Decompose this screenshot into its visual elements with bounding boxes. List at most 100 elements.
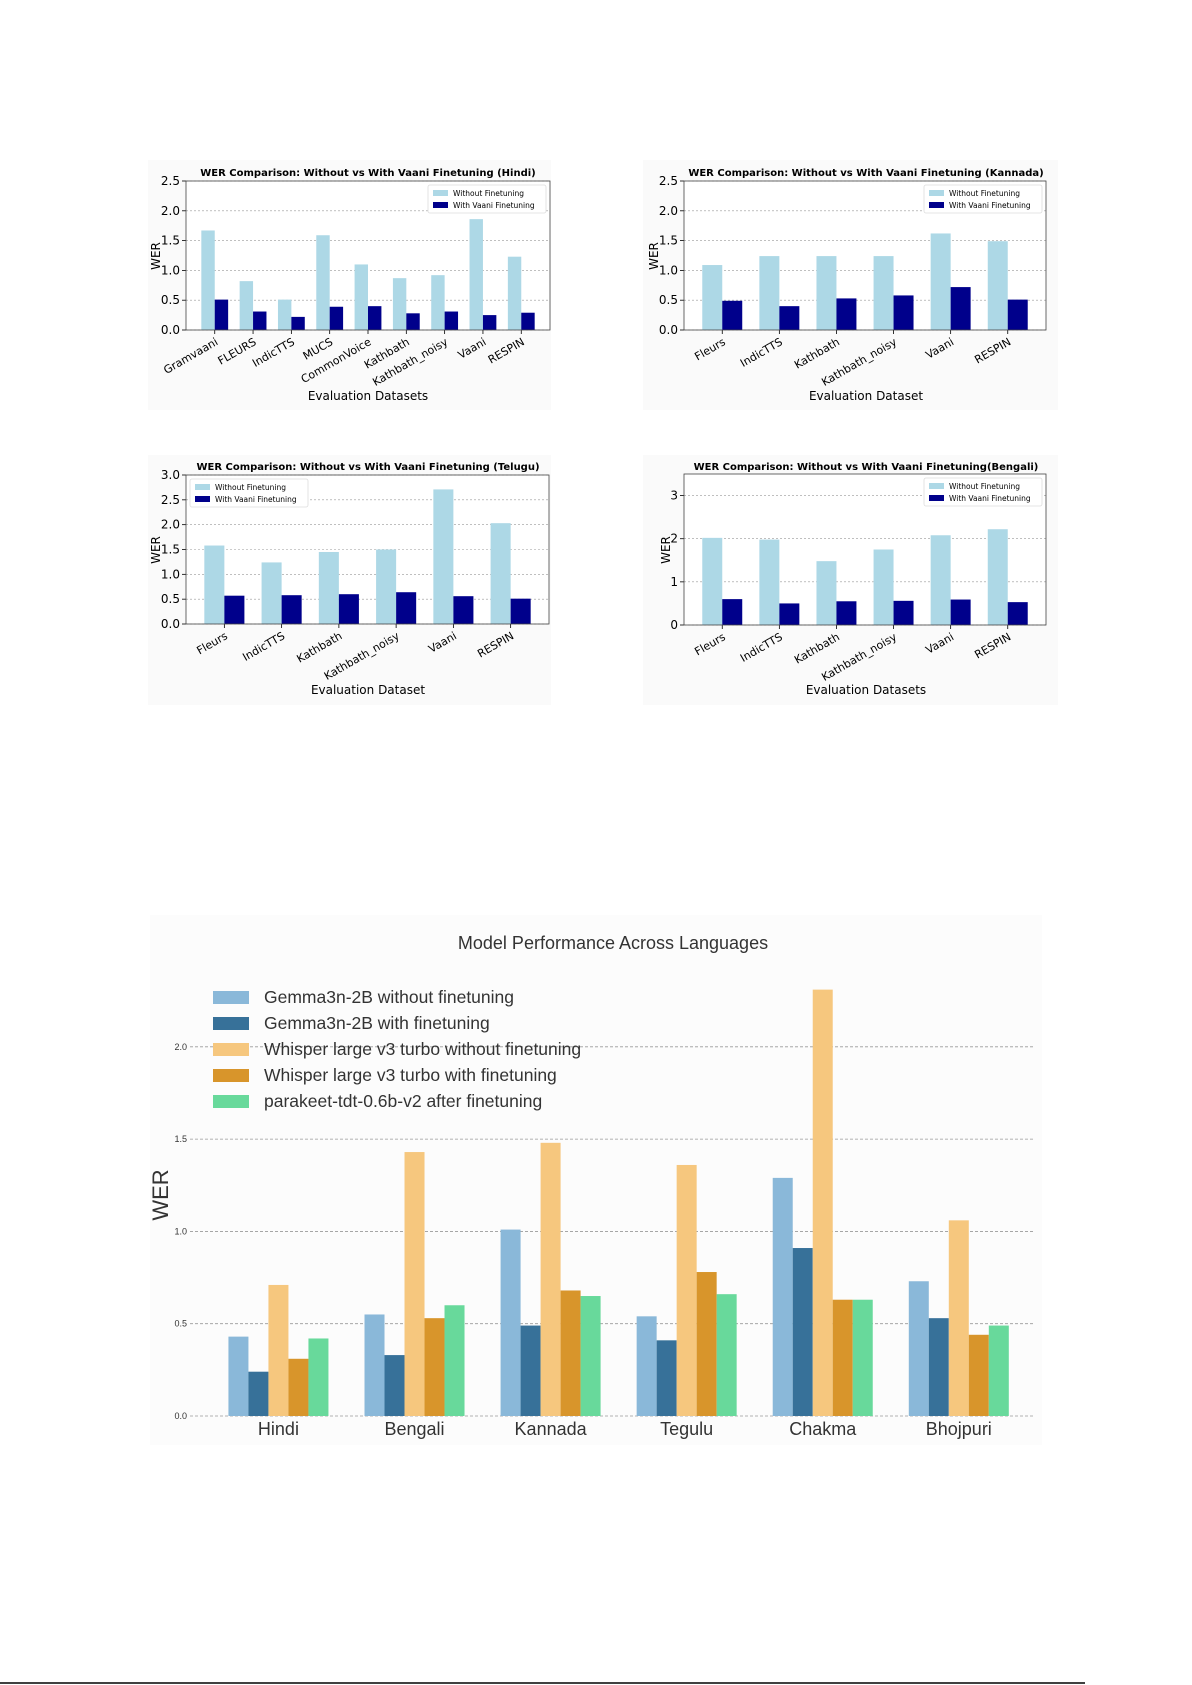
bar <box>702 265 723 330</box>
bar <box>873 256 894 330</box>
bar <box>540 1142 561 1416</box>
y-tick-label: 0 <box>670 618 678 632</box>
y-tick-label: 1.5 <box>174 1134 187 1144</box>
y-tick-label: 3 <box>670 489 678 503</box>
bar <box>406 313 420 330</box>
legend-swatch <box>195 496 210 502</box>
bar <box>779 306 800 330</box>
chart-model-performance: Model Performance Across Languages WER 0… <box>148 915 1042 1445</box>
y-tick-label: 0.5 <box>659 293 678 307</box>
y-axis-label: WER <box>149 536 163 564</box>
chart-title: WER Comparison: Without vs With Vaani Fi… <box>200 168 535 179</box>
legend-swatch <box>213 1095 249 1108</box>
axes-frame <box>185 474 550 625</box>
bar <box>500 1229 521 1416</box>
bar <box>329 306 344 330</box>
legend <box>427 184 547 214</box>
bar <box>987 241 1008 330</box>
legend-swatch <box>929 202 944 208</box>
legend-label: Without Finetuning <box>949 189 1020 198</box>
legend-label: With Vaani Finetuning <box>949 201 1031 210</box>
bar <box>201 230 215 330</box>
bar <box>368 306 382 330</box>
bar <box>722 300 743 330</box>
legend <box>923 477 1043 507</box>
y-axis-label: WER <box>647 242 661 270</box>
x-axis-label: Evaluation Datasets <box>308 389 428 403</box>
bar <box>836 298 857 330</box>
bar <box>520 1325 541 1416</box>
chart-title: WER Comparison: Without vs With Vaani Fi… <box>688 168 1043 179</box>
bar <box>291 316 305 330</box>
bar <box>224 595 245 624</box>
y-tick-label: 2 <box>670 532 678 546</box>
chart-telugu-wer: WER Comparison: Without vs With Vaani Fi… <box>148 455 551 705</box>
x-axis-label: Evaluation Dataset <box>809 389 923 403</box>
bar <box>816 256 837 330</box>
y-tick-label: 2.0 <box>161 518 180 532</box>
bar <box>702 537 723 625</box>
x-tick-label: Kannada <box>515 1419 588 1439</box>
bar <box>431 275 445 330</box>
y-tick-label: 1.5 <box>161 543 180 557</box>
bar <box>968 1334 989 1416</box>
bar <box>987 529 1008 625</box>
bar <box>779 603 800 625</box>
bar <box>444 1305 465 1416</box>
bar <box>354 264 368 330</box>
bar <box>560 1290 581 1416</box>
bar <box>318 551 339 624</box>
chart-kannada-wer: WER Comparison: Without vs With Vaani Fi… <box>643 160 1058 410</box>
bar <box>812 989 833 1416</box>
legend-swatch <box>433 190 448 196</box>
x-tick-label: Chakma <box>789 1419 857 1439</box>
chart-hindi-wer: WER Comparison: Without vs With Vaani Fi… <box>148 160 551 410</box>
y-tick-label: 1.5 <box>161 234 180 248</box>
legend-swatch <box>213 1017 249 1030</box>
bar <box>248 1371 269 1416</box>
legend-label: parakeet-tdt-0.6b-v2 after finetuning <box>264 1091 542 1111</box>
bar <box>759 256 780 330</box>
y-tick-label: 1.0 <box>161 263 180 277</box>
x-axis-label: Evaluation Dataset <box>311 683 425 697</box>
y-tick-label: 0.5 <box>161 592 180 606</box>
y-tick-label: 2.5 <box>659 174 678 188</box>
bar <box>453 596 474 624</box>
y-tick-label: 1.0 <box>161 567 180 581</box>
y-tick-label: 1 <box>670 575 678 589</box>
y-tick-label: 0.5 <box>174 1319 187 1329</box>
y-tick-label: 2.5 <box>161 493 180 507</box>
bar <box>521 312 535 330</box>
legend-swatch <box>929 495 944 501</box>
bar <box>228 1336 249 1416</box>
bar <box>444 311 459 330</box>
legend <box>923 184 1043 214</box>
bar <box>950 599 971 625</box>
y-tick-label: 0.0 <box>174 1411 187 1421</box>
bar <box>404 1152 425 1416</box>
bar <box>656 1340 677 1416</box>
bar <box>316 235 330 330</box>
bar <box>696 1272 717 1416</box>
y-tick-label: 1.0 <box>174 1226 187 1236</box>
legend-label: With Vaani Finetuning <box>215 495 297 504</box>
bar <box>908 1281 929 1416</box>
bar <box>950 287 971 330</box>
bar <box>580 1296 601 1416</box>
bar <box>204 545 225 624</box>
chart-title: WER Comparison: Without vs With Vaani Fi… <box>694 462 1039 473</box>
bar <box>281 595 302 624</box>
legend-swatch <box>213 1043 249 1056</box>
bar <box>288 1358 309 1416</box>
bar <box>852 1299 873 1416</box>
bar <box>836 601 857 625</box>
legend-swatch <box>213 1069 249 1082</box>
bar <box>676 1164 697 1416</box>
bar <box>1007 602 1028 625</box>
legend-swatch <box>213 991 249 1004</box>
bar <box>433 489 454 624</box>
y-tick-label: 0.5 <box>161 293 180 307</box>
y-tick-label: 1.5 <box>659 234 678 248</box>
bar <box>1007 299 1028 330</box>
axes-frame <box>683 473 1047 626</box>
